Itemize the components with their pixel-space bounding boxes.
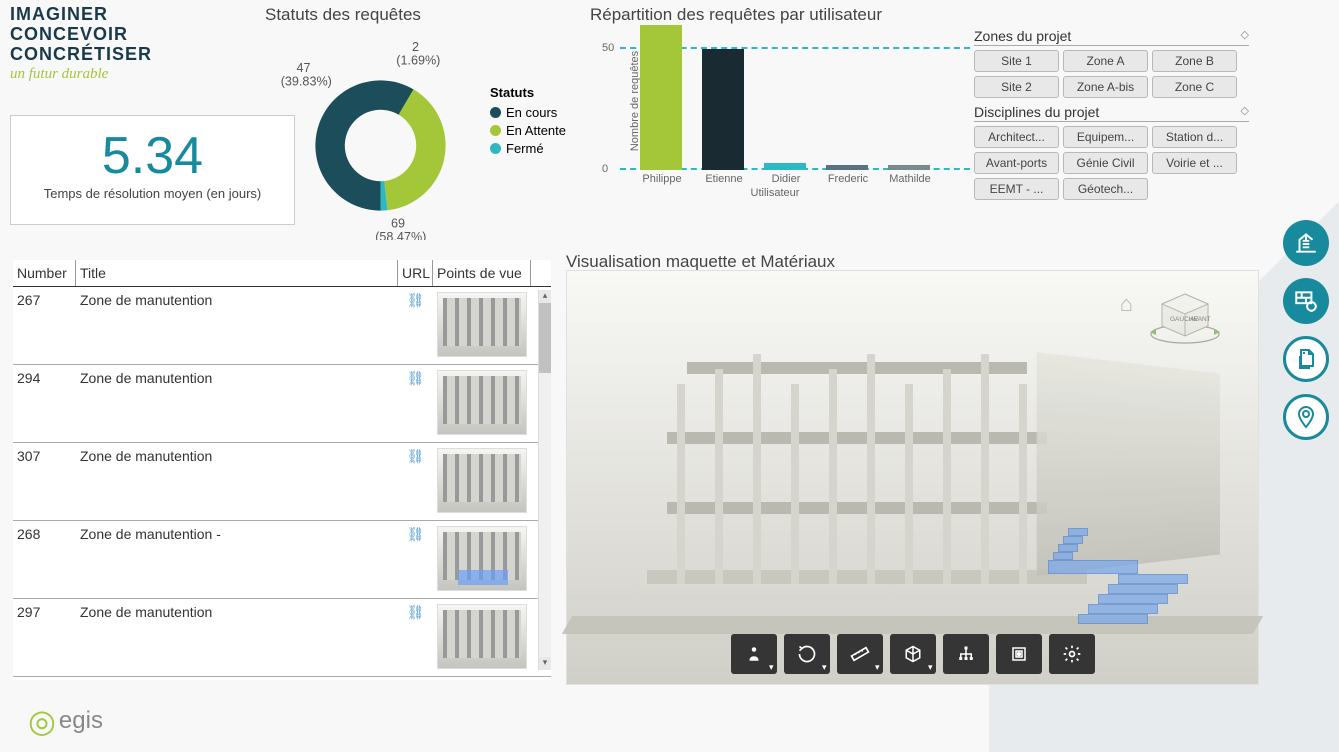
filter-button[interactable]: Zone C (1152, 76, 1237, 98)
filter-button[interactable]: Equipem... (1063, 126, 1148, 148)
location-icon[interactable] (1283, 394, 1329, 440)
kpi-label: Temps de résolution moyen (en jours) (21, 186, 284, 201)
legend-item[interactable]: En Attente (490, 123, 566, 138)
svg-text:(1.69%): (1.69%) (396, 54, 440, 68)
scroll-up[interactable]: ▴ (539, 290, 551, 303)
link-icon[interactable]: ⛓ (407, 448, 425, 464)
filter-button[interactable]: Géotech... (1063, 178, 1148, 200)
filter-button[interactable]: Zone A (1063, 50, 1148, 72)
svg-text:47: 47 (297, 61, 311, 75)
documents-icon[interactable] (1283, 336, 1329, 382)
filter-button[interactable]: Voirie et ... (1152, 152, 1237, 174)
thumbnail[interactable] (437, 370, 527, 435)
filter-button[interactable]: Architect... (974, 126, 1059, 148)
legend-item[interactable]: En cours (490, 105, 566, 120)
filter-button[interactable]: Site 2 (974, 76, 1059, 98)
svg-text:(58.47%): (58.47%) (375, 230, 426, 240)
col-title[interactable]: Title (76, 260, 398, 286)
scroll-thumb[interactable] (539, 303, 551, 373)
scroll-down[interactable]: ▾ (539, 657, 551, 670)
disciplines-filter: Disciplines du projet◇ Architect...Equip… (974, 104, 1249, 200)
settings-button[interactable] (1049, 634, 1095, 674)
thumbnail[interactable] (437, 292, 527, 357)
filter-button[interactable]: Avant-ports (974, 152, 1059, 174)
table-row[interactable]: 297Zone de manutention⛓ (13, 599, 551, 677)
link-icon[interactable]: ⛓ (407, 292, 425, 308)
link-icon[interactable]: ⛓ (407, 526, 425, 542)
erase-icon[interactable]: ◇ (1241, 28, 1249, 41)
requests-table: Number Title URL Points de vue 267Zone d… (13, 260, 551, 680)
col-number[interactable]: Number (13, 260, 76, 286)
filter-button[interactable]: Site 1 (974, 50, 1059, 72)
thumbnail[interactable] (437, 448, 527, 513)
thumbnail[interactable] (437, 526, 527, 591)
filter-button[interactable]: Zone A-bis (1063, 76, 1148, 98)
tree-button[interactable] (943, 634, 989, 674)
brand-logo: IMAGINER CONCEVOIR CONCRÉTISER un futur … (10, 5, 210, 83)
svg-text:2: 2 (412, 40, 419, 54)
scrollbar[interactable]: ▴ ▾ (538, 290, 551, 670)
filter-button[interactable]: EEMT - ... (974, 178, 1059, 200)
person-button[interactable] (731, 634, 777, 674)
table-row[interactable]: 307Zone de manutention⛓ (13, 443, 551, 521)
bar[interactable] (888, 165, 930, 170)
thumbnail[interactable] (437, 604, 527, 669)
filter-button[interactable]: Génie Civil (1063, 152, 1148, 174)
bar[interactable] (702, 49, 744, 170)
side-nav (1283, 220, 1329, 440)
bar-chart: Répartition des requêtes par utilisateur… (590, 5, 960, 199)
svg-text:69: 69 (391, 216, 405, 230)
col-pov[interactable]: Points de vue (433, 260, 531, 286)
bar[interactable] (764, 163, 806, 170)
svg-text:(39.83%): (39.83%) (281, 75, 332, 89)
link-icon[interactable]: ⛓ (407, 604, 425, 620)
crane-icon[interactable] (1283, 220, 1329, 266)
kpi-card: 5.34 Temps de résolution moyen (en jours… (10, 115, 295, 225)
table-row[interactable]: 268Zone de manutention -⛓ (13, 521, 551, 599)
kpi-value: 5.34 (21, 126, 284, 186)
erase-icon[interactable]: ◇ (1241, 104, 1249, 117)
wall-gear-icon[interactable] (1283, 278, 1329, 324)
model-viewer[interactable]: ⌂ GAUCHE AVANT /*cols loop placeholder*/ (566, 270, 1259, 685)
staircase-highlight (1078, 514, 1198, 624)
link-icon[interactable]: ⛓ (407, 370, 425, 386)
cube-button[interactable] (890, 634, 936, 674)
viewer-toolbar (731, 634, 1095, 674)
col-url[interactable]: URL (398, 260, 433, 286)
orbit-button[interactable] (784, 634, 830, 674)
section-button[interactable] (996, 634, 1042, 674)
table-row[interactable]: 267Zone de manutention⛓ (13, 287, 551, 365)
bar[interactable] (640, 25, 682, 170)
table-row[interactable]: 294Zone de manutention⛓ (13, 365, 551, 443)
zones-filter: Zones du projet◇ Site 1Zone AZone BSite … (974, 28, 1249, 98)
viz-title: Visualisation maquette et Matériaux (566, 252, 835, 272)
egis-logo: ◎egis (28, 702, 103, 740)
measure-button[interactable] (837, 634, 883, 674)
bar[interactable] (826, 165, 868, 170)
legend-item[interactable]: Fermé (490, 141, 566, 156)
filter-button[interactable]: Station d... (1152, 126, 1237, 148)
donut-legend: Statuts En coursEn AttenteFermé (490, 85, 566, 159)
filter-button[interactable]: Zone B (1152, 50, 1237, 72)
